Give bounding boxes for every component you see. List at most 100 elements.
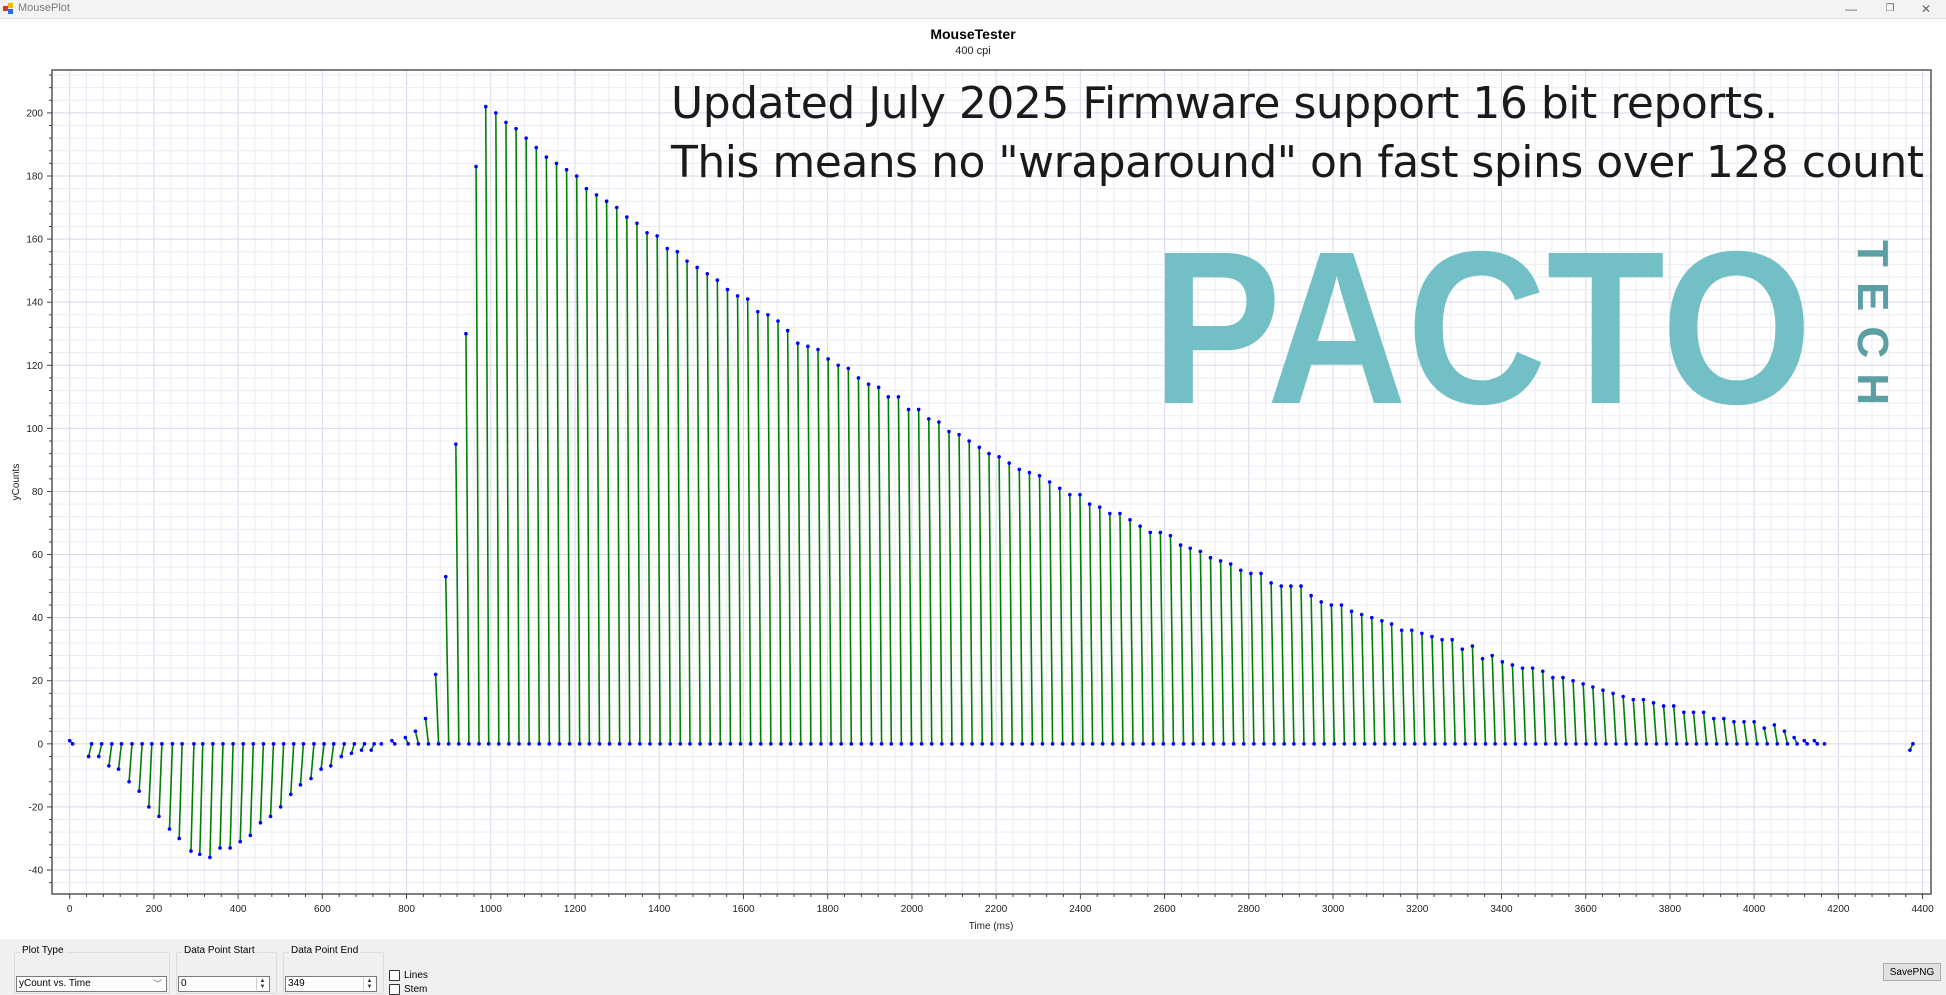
stem-line bbox=[1079, 494, 1084, 744]
stem-line bbox=[279, 743, 285, 807]
data-point bbox=[238, 839, 243, 844]
stem-line bbox=[219, 743, 224, 848]
zero-point bbox=[1010, 742, 1014, 746]
zero-point bbox=[1584, 742, 1588, 746]
zero-point bbox=[728, 742, 733, 746]
stem-line bbox=[767, 314, 772, 744]
zero-point bbox=[1282, 742, 1286, 746]
data-point bbox=[645, 230, 649, 235]
data-point bbox=[1631, 697, 1636, 702]
stem-line bbox=[1119, 513, 1124, 744]
zero-point bbox=[1533, 742, 1538, 746]
zero-point bbox=[241, 742, 245, 746]
zero-point bbox=[1614, 742, 1618, 746]
zero-point bbox=[779, 742, 783, 746]
lines-checkbox[interactable]: Lines bbox=[389, 970, 428, 981]
stem-line bbox=[1592, 687, 1597, 744]
data-point bbox=[1510, 663, 1515, 667]
stem-line bbox=[706, 273, 711, 744]
zero-point bbox=[1765, 742, 1769, 746]
zero-point bbox=[180, 742, 184, 746]
zero-point bbox=[1030, 742, 1035, 746]
stem-line bbox=[626, 217, 631, 744]
plot-type-dropdown[interactable]: yCount vs. Time ﹀ bbox=[16, 976, 167, 992]
zero-point bbox=[1412, 742, 1417, 746]
zero-point bbox=[130, 742, 134, 746]
zero-point bbox=[1674, 742, 1679, 746]
zero-point bbox=[668, 742, 672, 746]
zero-point bbox=[597, 742, 602, 746]
stem-line bbox=[1683, 712, 1688, 744]
spin-arrows-icon[interactable]: ▲ ▼ bbox=[256, 978, 268, 990]
pacto-tech-logo: PACTO TECH bbox=[1152, 207, 1897, 450]
grid bbox=[52, 70, 1931, 894]
data-point bbox=[1097, 505, 1102, 510]
chart[interactable]: PACTO TECH 0 200 400 600 800 1000 1200 1400 1600… bbox=[0, 0, 1946, 940]
zero-point bbox=[738, 742, 743, 746]
zero-point bbox=[192, 742, 196, 746]
data-point-start-stepper[interactable]: 0 ▲ ▼ bbox=[178, 976, 270, 992]
stem-line bbox=[555, 163, 561, 744]
zero-point bbox=[1100, 742, 1105, 746]
data-point bbox=[288, 792, 293, 797]
zero-point bbox=[170, 742, 175, 746]
x-tick-label: 3200 bbox=[1406, 904, 1429, 915]
data-point bbox=[1249, 571, 1253, 576]
stem-line bbox=[475, 166, 480, 744]
stem-line bbox=[686, 261, 691, 744]
checkbox-icon[interactable] bbox=[389, 970, 400, 981]
zero-point bbox=[1342, 742, 1347, 746]
stem-line bbox=[299, 743, 305, 785]
zero-point bbox=[1785, 742, 1790, 746]
stem-line bbox=[1441, 639, 1446, 744]
plot-type-label: Plot Type bbox=[20, 945, 66, 956]
zero-point bbox=[819, 742, 823, 746]
stem-line bbox=[1552, 677, 1557, 744]
stem-line bbox=[1229, 564, 1235, 744]
zero-point bbox=[392, 742, 397, 746]
data-point bbox=[1178, 543, 1183, 547]
save-png-button[interactable]: SavePNG bbox=[1883, 963, 1941, 981]
zero-point bbox=[940, 742, 944, 746]
stem-line bbox=[837, 365, 842, 744]
close-button[interactable]: ✕ bbox=[1920, 2, 1932, 16]
checkbox-icon[interactable] bbox=[389, 984, 400, 995]
stem-checkbox[interactable]: Stem bbox=[389, 984, 427, 995]
restore-button[interactable]: ❐ bbox=[1885, 3, 1895, 14]
annotation-line-1: Updated July 2025 Firmware support 16 bi… bbox=[671, 78, 1778, 129]
data-point bbox=[604, 199, 609, 204]
zero-point bbox=[281, 742, 286, 746]
zero-point bbox=[1704, 742, 1709, 746]
zero-point bbox=[1121, 742, 1125, 746]
zero-point bbox=[446, 742, 451, 746]
data-point bbox=[1380, 619, 1384, 623]
stem-line bbox=[128, 743, 133, 782]
end-label: Data Point End bbox=[289, 945, 361, 956]
zero-point bbox=[1543, 742, 1548, 746]
chart-subtitle: 400 cpi bbox=[955, 45, 991, 57]
data-point bbox=[876, 385, 881, 390]
zero-point bbox=[889, 742, 894, 746]
zero-point bbox=[507, 742, 511, 746]
data-point-end-stepper[interactable]: 349 ▲ ▼ bbox=[285, 976, 377, 992]
y-tick-label: 100 bbox=[26, 424, 43, 435]
x-axis-label: Time (ms) bbox=[969, 921, 1014, 932]
data-point bbox=[1621, 694, 1625, 699]
x-tick-label: 2200 bbox=[985, 904, 1008, 915]
zero-point bbox=[1664, 742, 1669, 746]
stem-line bbox=[97, 743, 103, 757]
data-point bbox=[1671, 704, 1676, 708]
data-point bbox=[443, 574, 448, 579]
zero-point bbox=[406, 742, 411, 746]
stem-line bbox=[796, 343, 802, 744]
x-tick-label: 1800 bbox=[817, 904, 840, 915]
spin-arrows-icon[interactable]: ▲ ▼ bbox=[363, 978, 375, 990]
title-bar: MousePlot — ❐ ✕ bbox=[0, 0, 1946, 19]
stem-line bbox=[455, 444, 460, 744]
data-point bbox=[1078, 492, 1082, 497]
data-point bbox=[1329, 603, 1334, 607]
minimize-button[interactable]: — bbox=[1845, 2, 1857, 16]
zero-point bbox=[1503, 742, 1508, 746]
data-point bbox=[189, 849, 193, 853]
y-tick-label: 60 bbox=[32, 550, 44, 561]
